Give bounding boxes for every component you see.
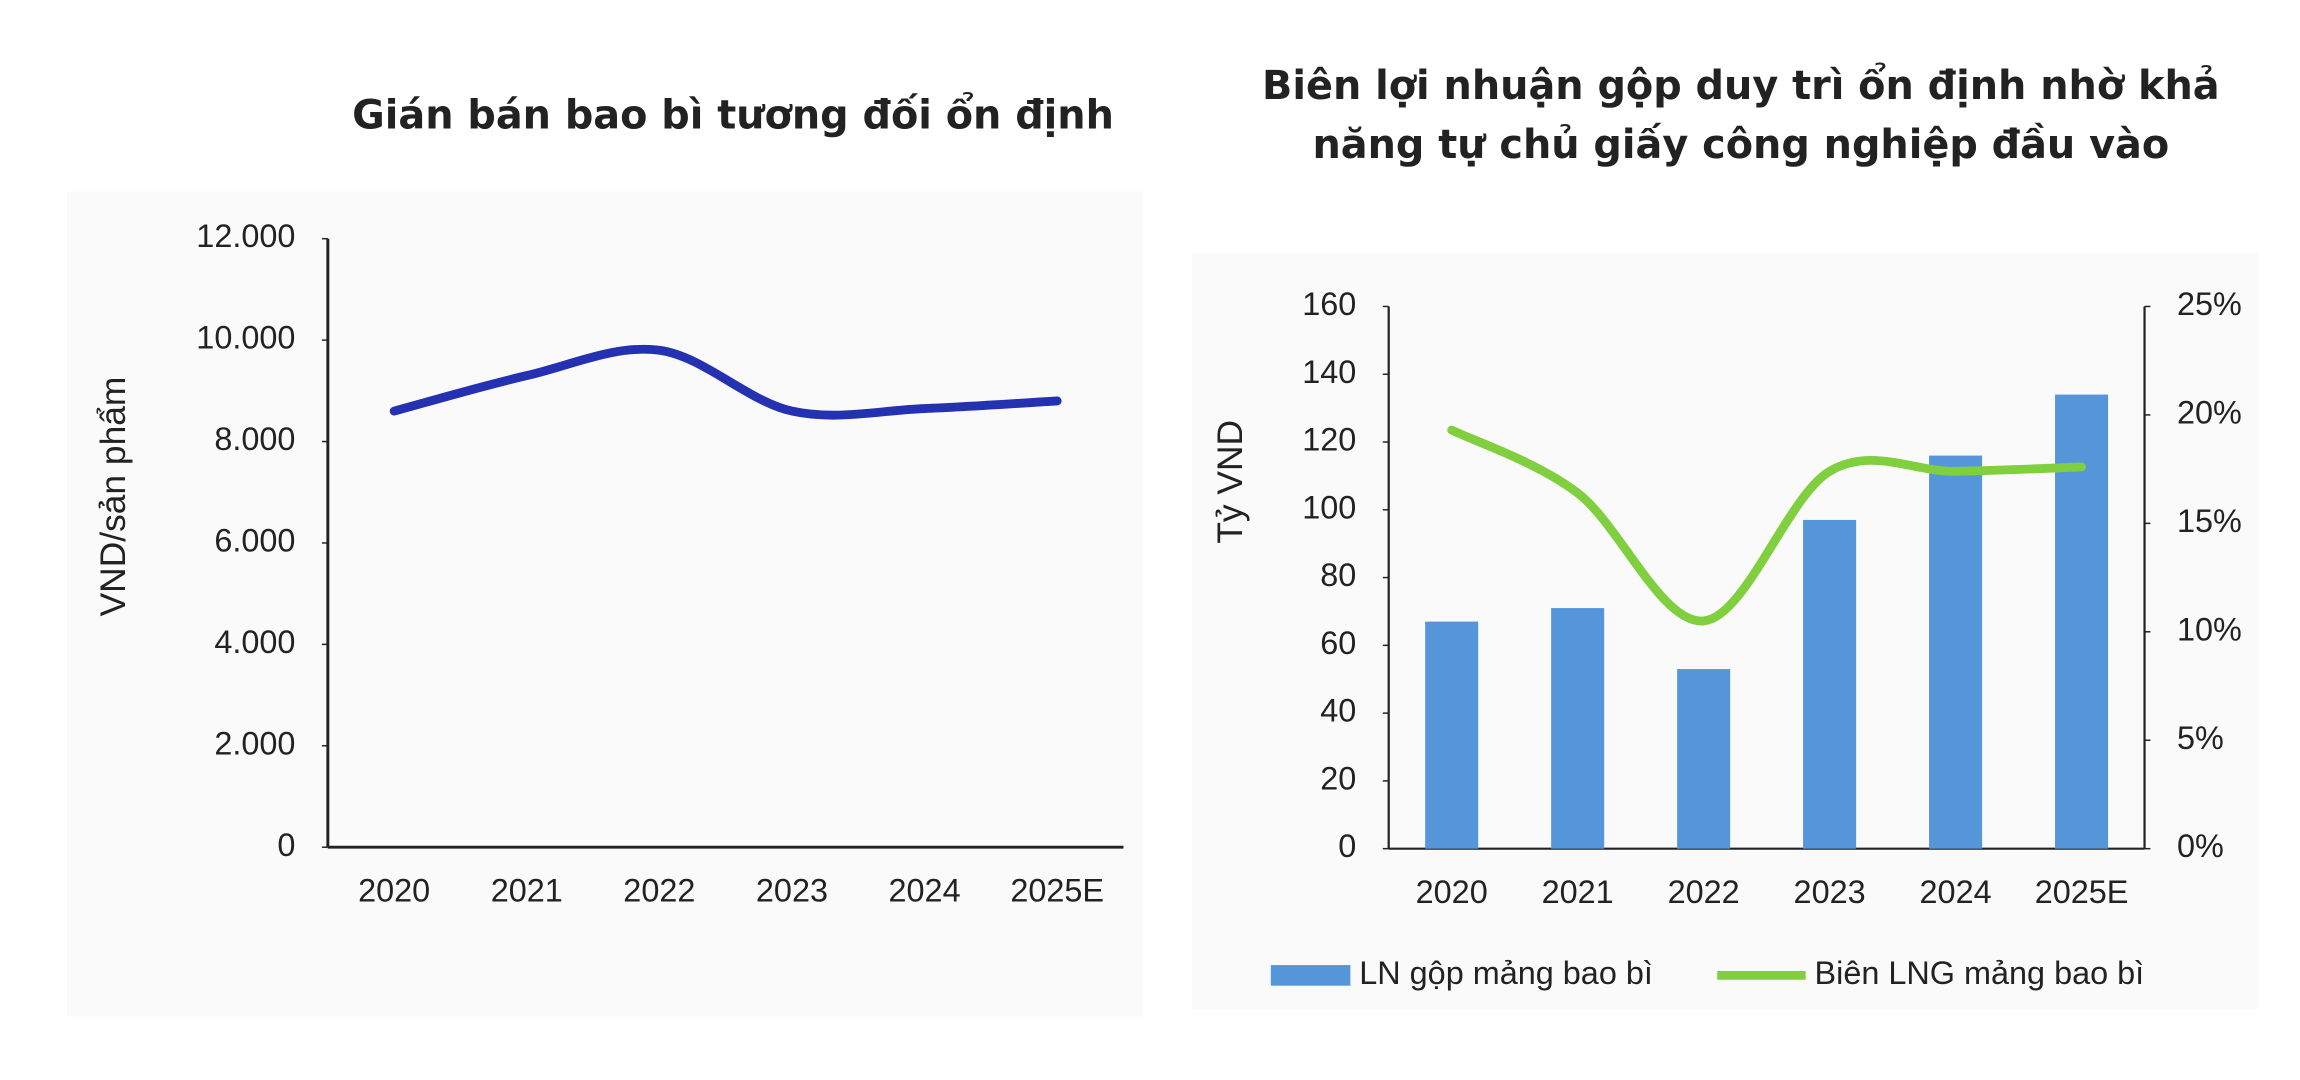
y-tick-label: 60 [1320, 625, 1356, 661]
y2-tick-label: 15% [2177, 503, 2242, 539]
bar [1425, 621, 1479, 849]
y-tick-label: 120 [1302, 422, 1356, 458]
y-tick-label: 0 [1338, 828, 1356, 864]
bar [1929, 455, 1983, 849]
y2-tick-label: 20% [2177, 394, 2242, 430]
y2-tick-label: 0% [2177, 828, 2224, 864]
legend-label: Biên LNG mảng bao bì [1815, 955, 2145, 991]
y-tick-label: 12.000 [196, 218, 295, 254]
bar [1551, 608, 1605, 849]
x-tick-label: 2025E [2035, 874, 2129, 910]
y-tick-label: 100 [1302, 489, 1356, 525]
y-tick-label: 6.000 [214, 523, 295, 559]
y-tick-label: 80 [1320, 557, 1356, 593]
bar [1677, 669, 1731, 849]
line [389, 344, 1062, 420]
x-tick-label: 2024 [889, 872, 961, 908]
x-tick-label: 2022 [623, 872, 695, 908]
legend-swatch [1270, 965, 1351, 986]
y-tick-label: 2.000 [214, 725, 295, 761]
x-tick-label: 2021 [1542, 874, 1614, 910]
y-tick-label: 10.000 [196, 320, 295, 356]
x-tick-label: 2020 [358, 872, 430, 908]
y-axis-label: VND/sản phẩm [94, 377, 133, 617]
legend-label: LN gộp mảng bao bì [1359, 955, 1653, 991]
y2-tick-label: 5% [2177, 720, 2224, 756]
panel [67, 191, 1143, 1017]
y-tick-label: 0 [277, 827, 295, 863]
y-tick-label: 4.000 [214, 624, 295, 660]
y2-tick-label: 25% [2177, 286, 2242, 322]
x-tick-label: 2023 [756, 872, 828, 908]
y-tick-label: 20 [1320, 760, 1356, 796]
chart-title: Biên lợi nhuận gộp duy trì ổn định nhờ k… [1262, 63, 2220, 109]
y-tick-label: 40 [1320, 693, 1356, 729]
y2-tick-label: 10% [2177, 611, 2242, 647]
y-axis-label: Tỷ VND [1211, 420, 1250, 544]
x-tick-label: 2022 [1668, 874, 1740, 910]
x-tick-label: 2024 [1920, 874, 1992, 910]
bar [1803, 519, 1857, 849]
x-tick-label: 2021 [491, 872, 563, 908]
line [1447, 425, 2086, 626]
x-tick-label: 2023 [1794, 874, 1866, 910]
y-tick-label: 8.000 [214, 421, 295, 457]
x-tick-label: 2025E [1010, 872, 1104, 908]
y-tick-label: 160 [1302, 286, 1356, 322]
chart-title: năng tự chủ giấy công nghiệp đầu vào [1312, 122, 2169, 168]
x-tick-label: 2020 [1416, 874, 1488, 910]
chart-title: Gián bán bao bì tương đối ổn định [352, 92, 1114, 138]
y-tick-label: 140 [1302, 354, 1356, 390]
